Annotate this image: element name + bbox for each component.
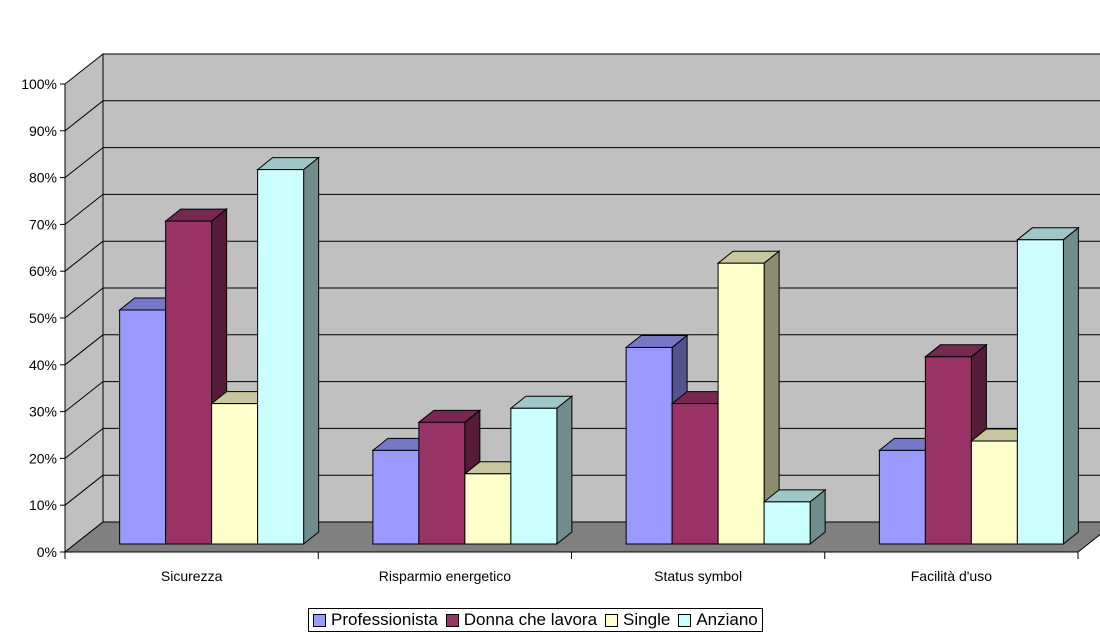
gridline-side — [64, 100, 104, 132]
legend-item: Single — [605, 610, 670, 630]
bar-front — [924, 356, 972, 545]
bar-front — [211, 403, 259, 545]
bar-front — [119, 309, 167, 545]
y-tick-label: 90% — [29, 123, 57, 139]
y-tick-label: 40% — [29, 357, 57, 373]
y-tick-label: 50% — [29, 310, 57, 326]
y-tick-label: 10% — [29, 497, 57, 513]
bar — [509, 395, 574, 546]
bar-chart-3d: 0% 10% 20% 30% 40% 50% 60% 70% 80% 90% 100% Sicurez… — [21, 52, 1100, 584]
legend-label: Donna che lavora — [463, 610, 598, 629]
bar — [716, 250, 781, 546]
bar-front — [878, 449, 926, 545]
y-tick-label: 20% — [29, 450, 57, 466]
gridline-side — [64, 381, 104, 412]
legend-swatch — [445, 613, 459, 627]
bar-front — [257, 169, 305, 545]
legend-label: Professionista — [331, 610, 438, 629]
bar — [256, 156, 321, 546]
x-tick-label: Risparmio energetico — [379, 568, 511, 584]
y-tick-label: 100% — [21, 76, 57, 92]
gridline-side — [64, 147, 104, 178]
bar-front — [464, 473, 512, 545]
y-tick-label: 80% — [29, 170, 57, 186]
bar-front — [763, 501, 811, 545]
bar-front — [970, 440, 1018, 545]
legend-swatch — [678, 613, 692, 627]
bar-front — [510, 407, 558, 545]
legend-item: Donna che lavora — [445, 610, 598, 630]
bar — [1015, 226, 1080, 546]
gridline-side — [64, 334, 104, 366]
bar-front — [625, 346, 673, 545]
y-tick-label: 70% — [29, 216, 57, 232]
x-tick-label: Status symbol — [654, 568, 742, 584]
gridline-side — [64, 194, 104, 225]
chart-legend: Professionista Donna che lavora Single Anzi… — [308, 608, 763, 632]
gridline-side — [64, 474, 104, 506]
legend-label: Single — [623, 610, 671, 629]
y-tick-label: 0% — [37, 544, 57, 560]
bar-front — [165, 220, 213, 545]
y-tick-label: 60% — [29, 263, 57, 279]
legend-swatch — [605, 613, 619, 627]
bar-side — [1062, 226, 1079, 546]
bar-front — [671, 403, 719, 545]
bar-side — [556, 395, 573, 546]
x-tick-label: Facilità d'uso — [911, 568, 992, 584]
legend-item: Anziano — [678, 610, 758, 630]
bar-front — [717, 262, 765, 545]
bar-front — [418, 421, 466, 545]
legend-swatch — [313, 613, 326, 627]
y-tick-label: 30% — [29, 404, 57, 420]
gridline-side — [64, 287, 104, 319]
gridline-side — [64, 240, 104, 272]
bar-front — [1016, 239, 1064, 545]
gridline-side — [64, 428, 104, 459]
bar-front — [372, 449, 420, 545]
legend-item: Professionista — [313, 610, 438, 630]
x-tick-label: Sicurezza — [161, 568, 223, 584]
bar-side — [303, 156, 320, 546]
legend-label: Anziano — [696, 610, 758, 629]
bar — [762, 488, 827, 546]
